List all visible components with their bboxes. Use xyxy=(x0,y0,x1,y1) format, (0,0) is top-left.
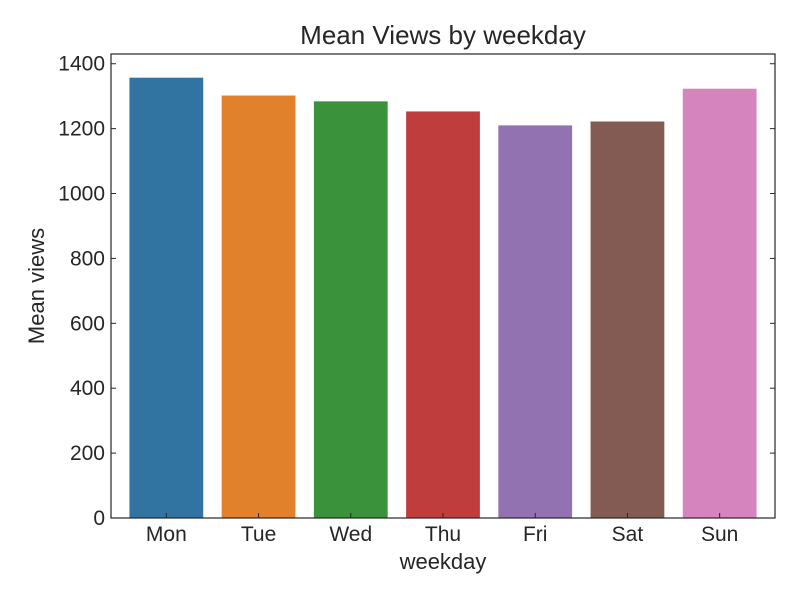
bar-thu xyxy=(406,111,480,519)
bar-mon xyxy=(129,77,204,519)
x-axis-label: weekday xyxy=(399,549,487,574)
y-tick-label: 1000 xyxy=(58,183,105,206)
y-tick-label: 200 xyxy=(70,442,105,465)
x-tick-label: Wed xyxy=(329,523,372,546)
x-axis-ticks: Mon Tue Wed Thu Fri Sat Sun xyxy=(146,513,738,546)
y-tick-label: 0 xyxy=(93,507,105,530)
x-tick-label: Thu xyxy=(425,523,461,546)
x-tick-label: Tue xyxy=(241,523,276,546)
x-tick-label: Mon xyxy=(146,523,187,546)
x-tick-label: Fri xyxy=(523,523,548,546)
y-tick-label: 1200 xyxy=(58,118,105,141)
y-tick-label: 400 xyxy=(70,377,105,400)
x-tick-label: Sat xyxy=(612,523,644,546)
y-axis-ticks: 0 200 400 600 800 1000 1200 1400 xyxy=(58,53,775,530)
bar-tue xyxy=(221,95,296,518)
plot-frame xyxy=(110,53,776,519)
y-tick-label: 800 xyxy=(70,247,105,270)
bar-wed xyxy=(313,101,388,519)
y-tick-label: 600 xyxy=(70,312,105,335)
bar-sun xyxy=(682,88,757,519)
x-tick-label: Sun xyxy=(701,523,738,546)
chart-title: Mean Views by weekday xyxy=(300,20,586,50)
y-axis-label: Mean views xyxy=(24,228,49,344)
bar-sat xyxy=(590,121,665,518)
bar-fri xyxy=(498,125,573,518)
bars-group xyxy=(129,77,757,519)
y-tick-label: 1400 xyxy=(58,53,105,76)
